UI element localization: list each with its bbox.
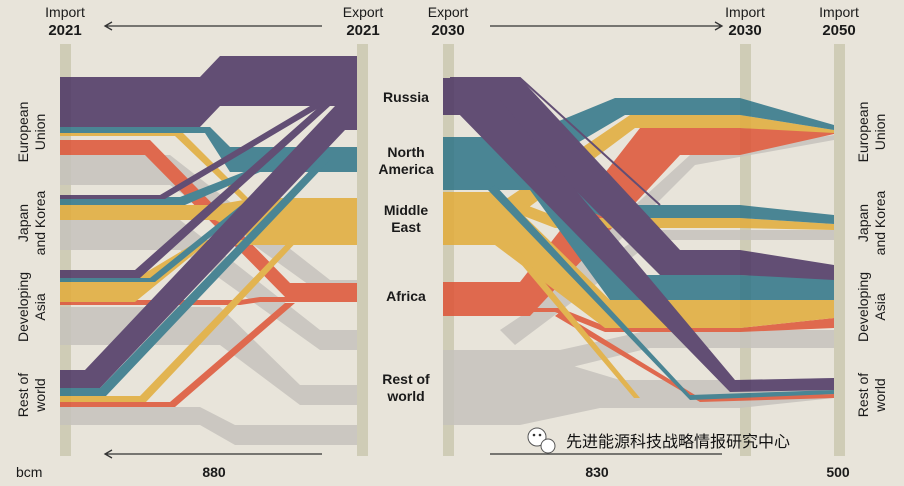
exporter-rest-of-world-label: Rest of world	[382, 371, 430, 404]
header-import-2030-year: 2030	[728, 22, 762, 39]
flow-na-2030-to-asia	[530, 165, 834, 300]
total-2050-label: 500	[826, 464, 850, 480]
flows-2030	[443, 77, 834, 425]
importer-right-row-label: Rest of world	[855, 372, 888, 418]
flow-africa-2030-to-asia	[443, 308, 834, 332]
flow-russia-2030-to-row	[455, 100, 834, 392]
arrow-top-left	[103, 21, 322, 31]
exporter-north-america-label: North America	[378, 144, 434, 177]
flow-row-2021-to-jk	[60, 220, 357, 350]
flow-me-2021-to-asia	[60, 240, 357, 302]
exporter-middle-east-label: Middle East	[383, 202, 429, 235]
header-import-2050-title: Import	[819, 4, 859, 20]
axis-bar-export-2030	[443, 44, 454, 456]
flow-africa-2021-to-eu	[60, 140, 357, 302]
importer-left-jk-label: Japan and Korea	[15, 190, 48, 256]
flow-russia-2021-to-eu	[60, 56, 357, 127]
arrow-top-right	[490, 21, 724, 31]
importer-right-asia-label: Developing Asia	[855, 271, 888, 343]
axis-bar-import-2050	[834, 44, 845, 456]
header-import-2050-year: 2050	[822, 22, 856, 39]
header-import-2021-title: Import	[45, 4, 85, 20]
flow-russia-2021-to-jk	[60, 106, 322, 199]
importer-right-eu-label: European Union	[855, 101, 888, 163]
header-import-2030-title: Import	[725, 4, 765, 20]
header-export-2021-year: 2021	[346, 22, 380, 39]
flow-na-2021-to-row	[60, 160, 330, 396]
exporter-africa-label: Africa	[386, 288, 426, 304]
importer-left-row-label: Rest of world	[15, 372, 48, 418]
flow-row-2030-to-eu	[520, 135, 834, 325]
flow-russia-2030-to-jk	[450, 77, 661, 206]
importer-left-asia-label: Developing Asia	[15, 271, 48, 343]
exporter-russia-label: Russia	[383, 89, 429, 105]
wechat-icon	[527, 427, 556, 454]
flow-me-2030-to-row	[505, 240, 640, 398]
axis-bar-import-2030	[740, 44, 751, 456]
total-2021-label: 880	[202, 464, 226, 480]
total-2030-label: 830	[585, 464, 609, 480]
flow-russia-2030-to-asia	[443, 78, 834, 280]
importer-right-jk-label: Japan and Korea	[855, 190, 888, 256]
flows-2021	[60, 56, 357, 445]
flow-na-2021-to-jk	[60, 150, 310, 205]
importer-left-eu-label: European Union	[15, 101, 48, 163]
axis-bar-export-2021	[357, 44, 368, 456]
header-import-2021-year: 2021	[48, 22, 82, 39]
flow-africa-2021-to-asia	[60, 297, 357, 305]
header-export-2030-year: 2030	[431, 22, 465, 39]
unit-label: bcm	[16, 464, 43, 480]
flow-russia-2021-to-asia	[60, 106, 330, 278]
flow-russia-2021-to-row	[60, 106, 357, 388]
flow-row-2030-to-asia	[490, 330, 834, 370]
flow-row-2021-to-row	[60, 407, 357, 445]
arrow-bottom-left	[103, 449, 322, 459]
header-export-2021-title: Export	[342, 4, 384, 20]
watermark-text: 先进能源科技战略情报研究中心	[566, 434, 791, 451]
direction-arrows	[103, 21, 724, 459]
flow-row-2021-to-eu	[60, 155, 357, 300]
header-export-2030-title: Export	[427, 4, 469, 20]
